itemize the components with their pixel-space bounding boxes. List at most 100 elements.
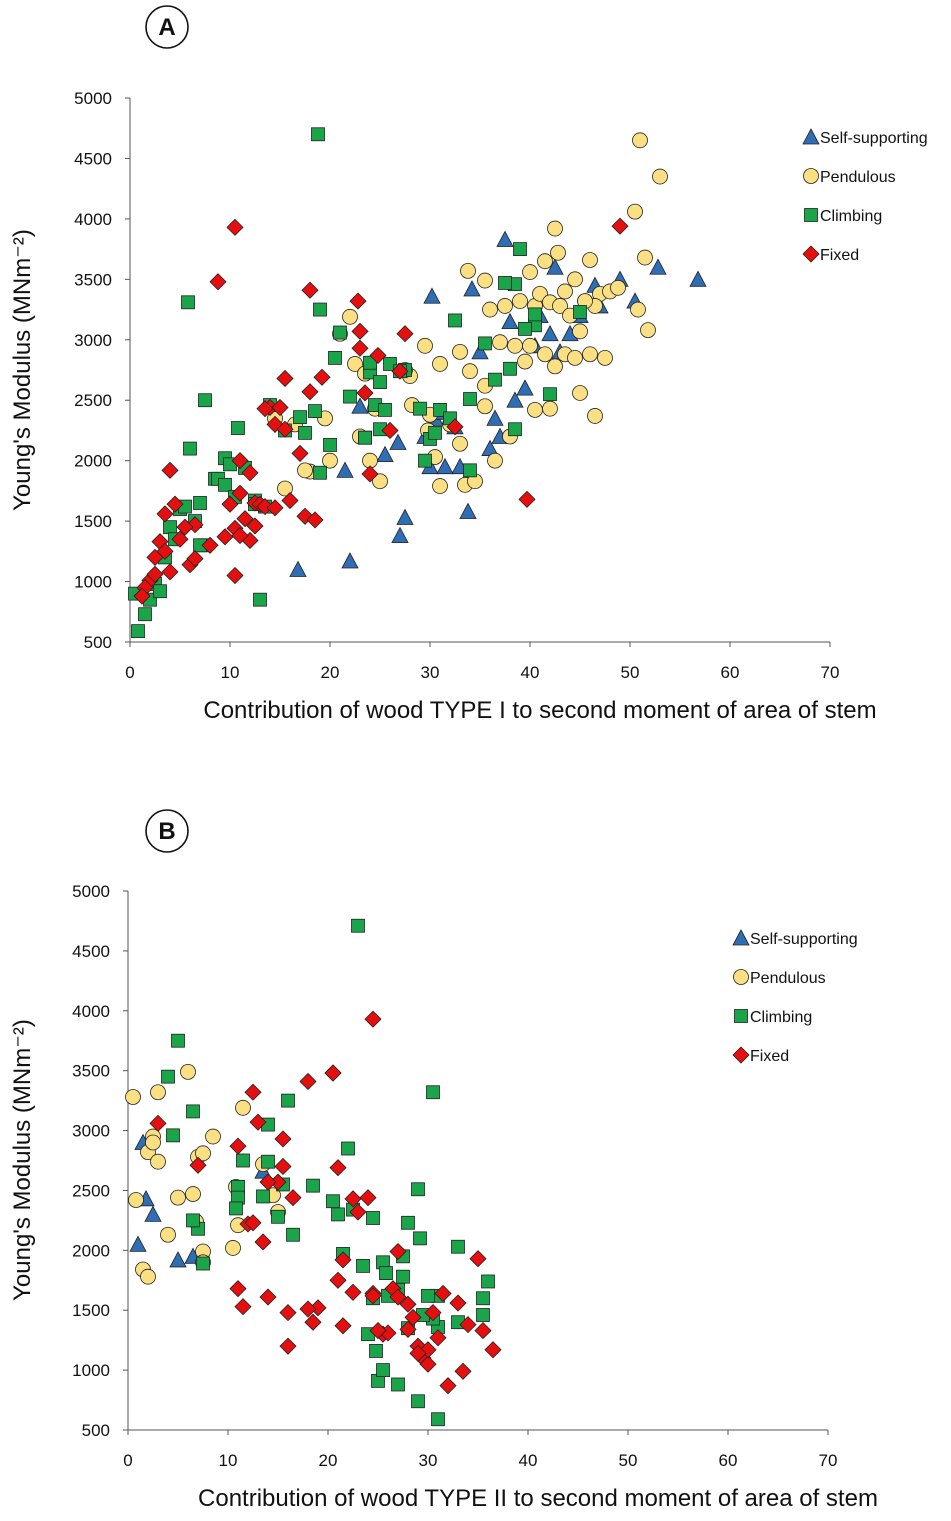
y-tick-label: 5000 [72,882,110,901]
y-axis-title: Young's Modulus (MNm⁻²) [9,1019,36,1301]
data-point [271,398,289,417]
legend-marker [802,128,820,145]
data-point [279,1337,297,1355]
x-tick-label: 40 [519,1451,538,1470]
data-point [347,356,363,372]
data-point [231,452,249,470]
data-point [518,321,532,336]
data-point [428,425,442,440]
y-tick-label: 3500 [74,270,112,289]
data-point [452,435,468,452]
data-point [361,465,379,483]
data-point [131,624,145,639]
data-point [517,353,533,370]
x-tick-label: 70 [819,1451,838,1470]
y-tick-label: 1000 [72,1361,110,1380]
data-point [326,1194,340,1209]
legend-label: Pendulous [750,970,826,987]
data-point [229,1201,243,1216]
legend-label: Fixed [750,1048,789,1065]
data-point [324,1064,342,1082]
data-point [311,127,325,142]
data-point [145,1134,161,1151]
y-tick-label: 2000 [74,452,112,471]
data-point [460,262,476,279]
data-point [399,1320,417,1338]
data-point [649,258,667,275]
y-tick-label: 2500 [72,1181,110,1200]
data-point [372,473,388,490]
data-point [180,1063,196,1080]
data-point [396,1269,410,1284]
data-point [550,244,566,261]
y-tick-label: 1500 [74,512,112,531]
data-point [542,400,558,417]
y-tick-label: 3000 [74,331,112,350]
data-point [301,383,319,401]
data-point [185,1186,201,1202]
data-point [306,1178,320,1193]
data-point [522,264,538,280]
data-point [328,351,342,365]
data-point [229,1137,247,1155]
data-point [244,1214,262,1232]
data-point [546,258,564,275]
data-point [449,1294,467,1312]
data-point [161,461,179,479]
x-tick-label: 30 [421,663,440,682]
data-point [396,325,414,343]
data-point [351,918,365,933]
data-point [434,1284,452,1303]
series-fixed [149,1010,502,1395]
data-point [299,1072,317,1091]
panel-badge [145,5,189,49]
data-point [351,339,369,357]
data-point [452,343,468,360]
data-point [369,346,387,365]
data-point [231,527,249,545]
data-point [463,280,481,297]
data-point [409,1344,427,1362]
data-point [236,510,254,528]
data-point [369,1344,383,1358]
data-point [150,1153,166,1170]
data-point [291,444,309,462]
y-tick-label: 3500 [72,1062,110,1081]
data-point [448,313,462,328]
data-point [391,1377,405,1392]
data-point [170,1189,186,1206]
data-point [298,425,312,440]
data-point [423,287,441,304]
data-point [376,1363,390,1378]
data-point [308,404,322,419]
data-point [363,355,377,370]
data-point [543,387,557,402]
data-point [484,1341,502,1359]
data-point [334,1251,352,1269]
data-point [476,1291,490,1306]
data-point [336,461,354,478]
data-point [567,350,583,366]
data-point [351,397,369,414]
legend-marker [734,1009,748,1023]
data-point [133,587,151,605]
data-point [522,337,538,354]
y-tick-label: 4500 [74,149,112,168]
data-point [446,418,464,436]
x-tick-label: 60 [719,1451,738,1470]
data-point [469,1250,487,1268]
data-point [274,1157,292,1176]
data-point [276,420,294,438]
data-point [313,465,327,480]
y-tick-label: 500 [82,1421,110,1440]
data-point [364,1287,382,1305]
data-point [418,453,432,468]
data-point [349,292,367,310]
y-tick-label: 1000 [74,573,112,592]
data-point [231,421,245,435]
data-point [196,1256,210,1271]
data-point [547,358,563,375]
data-point [161,563,179,581]
data-point [463,392,477,406]
data-point [537,346,553,363]
